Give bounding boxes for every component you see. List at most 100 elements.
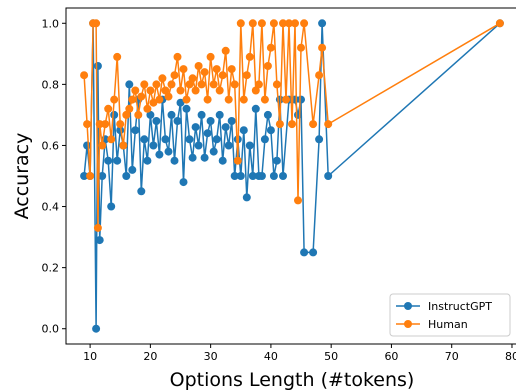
data-point-instructgpt bbox=[248, 172, 257, 180]
data-point-instructgpt bbox=[230, 172, 239, 180]
x-axis: 10 20 30 40 50 60 70 80 bbox=[83, 344, 516, 363]
data-point-instructgpt bbox=[257, 172, 266, 180]
plot-marks bbox=[80, 19, 504, 333]
data-point-human bbox=[218, 71, 227, 80]
data-point-human bbox=[254, 80, 263, 89]
x-tick-label: 70 bbox=[445, 350, 459, 363]
data-point-human bbox=[83, 120, 92, 129]
legend-marker-instructgpt bbox=[404, 302, 412, 310]
data-point-instructgpt bbox=[80, 172, 89, 180]
data-point-instructgpt bbox=[297, 95, 305, 104]
data-point-instructgpt bbox=[104, 156, 113, 165]
y-tick-label: 1.0 bbox=[42, 17, 60, 30]
data-point-instructgpt bbox=[215, 110, 224, 119]
data-point-instructgpt bbox=[203, 129, 212, 138]
data-point-human bbox=[315, 71, 324, 80]
data-point-instructgpt bbox=[315, 135, 324, 144]
data-point-human bbox=[80, 71, 89, 80]
data-point-human bbox=[242, 71, 251, 80]
data-point-human bbox=[200, 68, 209, 77]
data-point-instructgpt bbox=[212, 135, 221, 144]
data-point-instructgpt bbox=[182, 104, 191, 113]
data-point-human bbox=[110, 95, 119, 104]
data-point-human bbox=[269, 19, 278, 28]
data-point-human bbox=[239, 95, 248, 104]
data-point-instructgpt bbox=[140, 135, 149, 144]
data-point-human bbox=[288, 120, 296, 129]
data-point-instructgpt bbox=[93, 62, 102, 70]
data-point-human bbox=[227, 65, 236, 74]
data-point-instructgpt bbox=[173, 117, 182, 125]
data-point-human bbox=[86, 172, 95, 180]
data-point-human bbox=[113, 52, 122, 61]
data-point-human bbox=[285, 19, 293, 28]
data-point-instructgpt bbox=[95, 236, 104, 245]
data-point-human bbox=[251, 86, 260, 95]
data-point-instructgpt bbox=[167, 110, 176, 119]
data-point-human bbox=[209, 80, 218, 89]
data-point-instructgpt bbox=[224, 141, 233, 150]
x-axis-title: Options Length (#tokens) bbox=[170, 369, 415, 391]
legend: InstructGPT Human bbox=[389, 293, 511, 337]
data-point-human bbox=[98, 141, 107, 150]
data-point-instructgpt bbox=[146, 110, 155, 119]
data-point-instructgpt bbox=[137, 187, 146, 196]
data-point-human bbox=[152, 80, 161, 89]
data-point-human bbox=[188, 74, 197, 83]
data-point-instructgpt bbox=[197, 110, 206, 119]
data-point-human bbox=[125, 104, 134, 113]
legend-label-instructgpt: InstructGPT bbox=[428, 300, 492, 313]
x-tick-label: 20 bbox=[143, 350, 157, 363]
data-point-human bbox=[300, 19, 309, 28]
data-point-human bbox=[137, 92, 146, 101]
data-point-instructgpt bbox=[113, 156, 122, 165]
data-point-instructgpt bbox=[116, 126, 125, 135]
data-point-human bbox=[176, 86, 185, 95]
plot-frame bbox=[65, 7, 516, 345]
data-point-human bbox=[279, 19, 287, 28]
data-point-human bbox=[203, 95, 212, 104]
data-point-human bbox=[167, 80, 176, 89]
series-line-instructgpt bbox=[83, 22, 501, 330]
data-point-instructgpt bbox=[206, 117, 215, 125]
data-point-human bbox=[92, 19, 101, 28]
data-point-human bbox=[294, 196, 302, 205]
data-point-human bbox=[260, 95, 269, 104]
data-point-instructgpt bbox=[200, 153, 209, 162]
data-point-instructgpt bbox=[170, 156, 179, 165]
data-point-human bbox=[101, 120, 110, 129]
data-point-human bbox=[275, 120, 284, 129]
data-point-instructgpt bbox=[176, 98, 185, 107]
y-tick-label: 0.8 bbox=[42, 78, 60, 91]
data-point-instructgpt bbox=[263, 110, 272, 119]
data-point-human bbox=[146, 86, 155, 95]
data-point-instructgpt bbox=[239, 126, 248, 135]
y-tick-label: 0.6 bbox=[42, 139, 60, 152]
x-tick-label: 10 bbox=[83, 350, 97, 363]
data-point-instructgpt bbox=[218, 156, 227, 165]
y-tick-label: 0.2 bbox=[42, 262, 60, 275]
x-tick-label: 40 bbox=[264, 350, 278, 363]
data-point-human bbox=[212, 65, 221, 74]
data-point-human bbox=[257, 19, 266, 28]
data-point-human bbox=[318, 43, 327, 52]
data-point-human bbox=[131, 86, 140, 95]
data-point-human bbox=[236, 19, 245, 28]
data-point-instructgpt bbox=[194, 141, 203, 150]
data-point-human bbox=[182, 95, 191, 104]
x-tick-label: 60 bbox=[384, 350, 398, 363]
data-point-human bbox=[221, 46, 230, 55]
data-point-instructgpt bbox=[279, 172, 287, 180]
data-point-human bbox=[116, 120, 125, 129]
data-point-instructgpt bbox=[98, 172, 107, 180]
data-point-human bbox=[179, 65, 188, 74]
data-point-human bbox=[143, 104, 152, 113]
data-point-human bbox=[119, 141, 128, 150]
data-point-human bbox=[93, 223, 102, 232]
legend-marker-human bbox=[404, 320, 412, 328]
data-point-instructgpt bbox=[324, 172, 333, 180]
data-point-human bbox=[134, 110, 143, 119]
y-axis-title: Accuracy bbox=[11, 133, 33, 220]
data-point-human bbox=[309, 120, 318, 129]
data-point-human bbox=[170, 71, 179, 80]
